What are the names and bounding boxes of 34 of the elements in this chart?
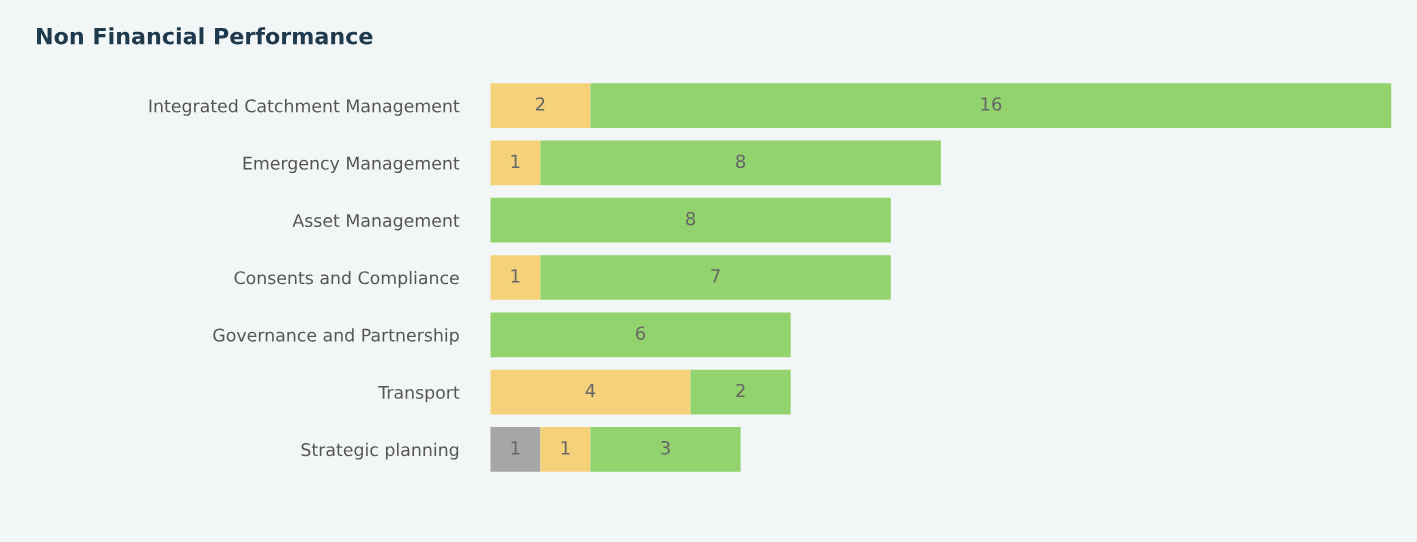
data-label: 6: [636, 326, 646, 341]
bar: [540, 255, 891, 300]
data-label: 2: [736, 383, 745, 398]
bar: [490, 427, 541, 472]
bar: [590, 427, 741, 472]
data-label: 1: [561, 441, 570, 455]
y-tick-label: Strategic planning: [301, 442, 459, 460]
data-label: 1: [511, 441, 520, 455]
y-tick-label: Transport: [378, 386, 460, 403]
data-label: 3: [661, 440, 670, 455]
bar: [490, 140, 541, 186]
bar: [490, 369, 691, 415]
data-label: 8: [736, 154, 746, 169]
bar: [490, 255, 541, 300]
data-label: 4: [585, 383, 596, 398]
data-label: 16: [981, 97, 1002, 111]
text: Non Financial Performance: [37, 27, 373, 45]
data-label: 2: [535, 97, 545, 111]
y-tick-label: Governance and Partnership: [213, 328, 459, 346]
bar: [490, 83, 591, 128]
bar: [540, 140, 941, 186]
y-tick-label: Consents and Compliance: [234, 270, 459, 288]
data-label: 7: [711, 269, 720, 283]
bar: [690, 369, 791, 415]
y-tick-label: Asset Management: [292, 214, 460, 231]
bar: [540, 427, 591, 472]
bar: [490, 312, 791, 358]
bar: [590, 83, 1392, 128]
data-label: 1: [511, 269, 520, 283]
y-tick-label: Emergency Management: [243, 156, 460, 174]
data-label: 8: [686, 211, 696, 226]
bar: [490, 197, 891, 243]
data-label: 1: [511, 154, 520, 168]
y-tick-label: Integrated Catchment Management: [149, 99, 460, 116]
